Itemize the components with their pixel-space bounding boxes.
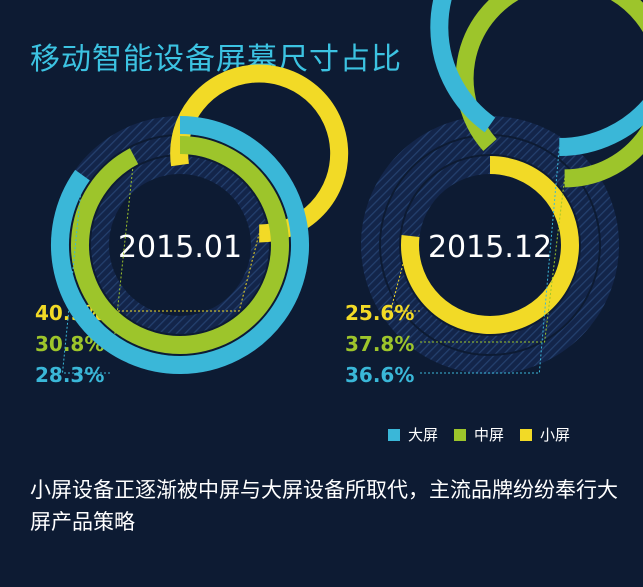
data-label-2: 37.8% — [345, 332, 414, 356]
legend-item-medium: 中屏 — [454, 424, 504, 445]
leader-line-2 — [420, 178, 566, 343]
legend-item-large: 大屏 — [388, 424, 438, 445]
leader-line-1 — [389, 235, 420, 312]
arc-3 — [430, 0, 643, 157]
data-label-3: 28.3% — [35, 363, 104, 387]
arc-2 — [71, 136, 289, 354]
legend-item-small: 小屏 — [520, 424, 570, 445]
page-title: 移动智能设备屏幕尺寸占比 — [30, 42, 402, 77]
arc-1 — [401, 156, 579, 334]
radial-chart-2: 2015.12 25.6% 37.8% 36.6% — [345, 0, 643, 387]
legend-swatch-medium — [454, 428, 467, 441]
data-label-1: 25.6% — [345, 301, 414, 325]
legend-label-medium: 中屏 — [474, 426, 505, 444]
track-1 — [361, 116, 619, 374]
arc-1 — [170, 64, 349, 243]
legend-label-small: 小屏 — [540, 426, 571, 444]
arc-2 — [455, 0, 643, 188]
legend-label-large: 大屏 — [408, 426, 439, 444]
leader-line-1 — [110, 233, 260, 312]
data-label-3: 36.6% — [345, 363, 414, 387]
leader-line-3 — [61, 175, 110, 374]
legend-swatch-small — [520, 428, 533, 441]
legend: 大屏 中屏 小屏 — [388, 424, 570, 445]
summary-text: 小屏设备正逐渐被中屏与大屏设备所取代，主流品牌纷纷奉行大屏产品策略 — [30, 478, 618, 534]
chart-center-title: 2015.01 — [118, 230, 242, 265]
legend-swatch-large — [388, 428, 400, 441]
chart-center-title: 2015.12 — [428, 230, 552, 265]
arc-3 — [51, 116, 309, 374]
